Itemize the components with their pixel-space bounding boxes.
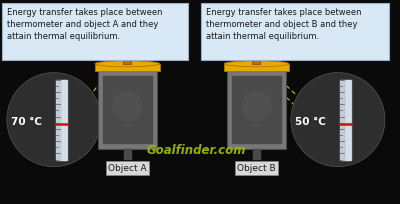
Bar [253,149,260,159]
Bar [98,71,157,149]
FancyBboxPatch shape [252,54,261,65]
Circle shape [242,91,271,121]
Bar [227,71,286,149]
Text: 70 °C: 70 °C [11,117,42,127]
Circle shape [113,91,142,121]
Ellipse shape [95,61,160,67]
Text: 50 °C: 50 °C [295,117,326,127]
FancyBboxPatch shape [2,3,188,60]
Circle shape [7,73,101,167]
Bar [95,64,160,71]
Text: Energy transfer takes place between
thermometer and object B and they
attain the: Energy transfer takes place between ther… [206,8,361,41]
FancyBboxPatch shape [123,54,132,65]
Text: Energy transfer takes place between
thermometer and object A and they
attain the: Energy transfer takes place between ther… [7,8,162,41]
Bar [340,80,351,160]
Bar [232,75,281,143]
Bar [103,75,152,143]
Bar [62,80,66,160]
Ellipse shape [224,61,289,67]
Text: Object A: Object A [108,164,147,173]
Circle shape [291,73,385,167]
Bar [224,64,289,71]
Bar [124,149,131,159]
Bar [56,80,67,160]
Bar [346,80,350,160]
Text: Object B: Object B [237,164,276,173]
FancyBboxPatch shape [201,3,389,60]
Text: Goalfinder.com: Goalfinder.com [146,144,246,157]
